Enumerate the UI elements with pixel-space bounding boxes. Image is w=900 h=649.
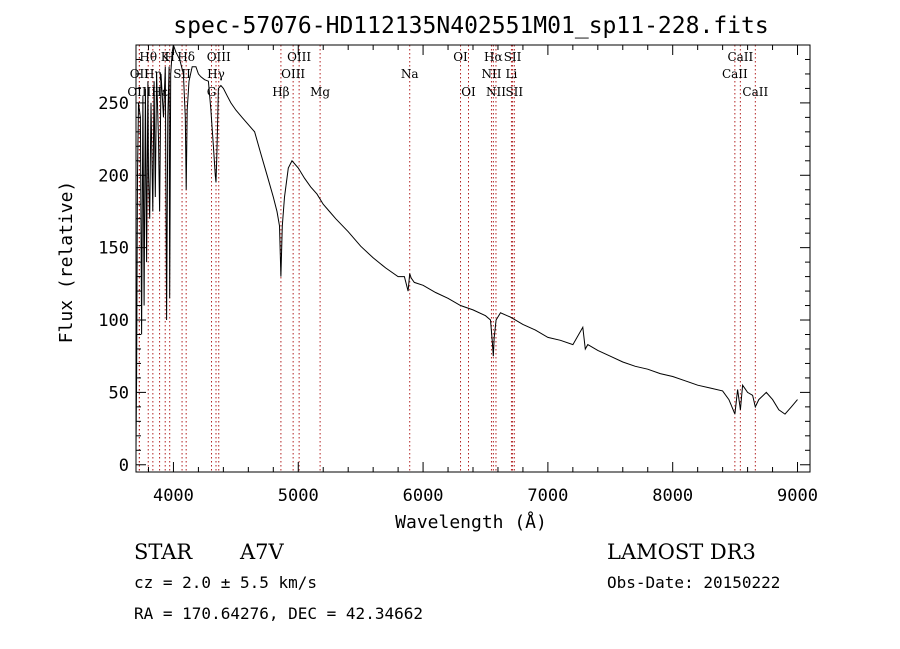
line-label: Hγ	[207, 67, 225, 81]
line-label: OIII	[281, 67, 305, 81]
line-label: OIII	[287, 50, 311, 64]
line-label: Hη	[144, 67, 162, 81]
line-label: Hθ	[139, 50, 157, 64]
line-label: SII	[504, 50, 522, 64]
line-label: NII	[486, 85, 506, 99]
y-tick-label: 200	[98, 166, 129, 186]
survey-name: LAMOST DR3	[607, 540, 756, 564]
line-label: SII	[173, 67, 191, 81]
x-tick-label: 9000	[777, 486, 818, 506]
x-tick-label: 8000	[652, 486, 693, 506]
line-label: Mg	[310, 85, 330, 99]
spectral-subclass: A7V	[239, 540, 285, 564]
x-axis-label: Wavelength (Å)	[395, 511, 547, 533]
spectrum-line	[135, 44, 798, 451]
coordinates: RA = 170.64276, DEC = 42.34662	[134, 604, 423, 623]
line-label: OI	[461, 85, 476, 99]
line-label: K	[161, 50, 171, 64]
line-label: OI	[453, 50, 468, 64]
observation-date: Obs-Date: 20150222	[607, 573, 780, 592]
line-label: Hδ	[177, 50, 195, 64]
line-label: CaII	[742, 85, 768, 99]
y-tick-label: 250	[98, 94, 129, 114]
y-tick-label: 150	[98, 239, 129, 259]
line-label: Hα	[484, 50, 503, 64]
line-label: Hε	[151, 85, 168, 99]
y-axis-label: Flux (relative)	[56, 181, 77, 344]
y-tick-label: 100	[98, 311, 129, 331]
line-label: Na	[401, 67, 419, 81]
line-label: SII	[505, 85, 523, 99]
y-tick-label: 0	[119, 456, 129, 476]
plot-frame	[135, 44, 811, 473]
x-tick-label: 7000	[527, 486, 568, 506]
x-tick-label: 6000	[403, 486, 444, 506]
chart-title: spec-57076-HD112135N402551M01_sp11-228.f…	[173, 13, 768, 39]
line-label: Li	[506, 67, 518, 81]
x-axis: 4000 5000 6000 7000 8000 9000	[147, 45, 818, 506]
object-class: STAR	[134, 540, 193, 564]
redshift-velocity: cz = 2.0 ± 5.5 km/s	[134, 573, 317, 592]
line-label: H	[164, 50, 174, 64]
line-label: NII	[481, 67, 501, 81]
spectral-line-markers	[138, 45, 756, 472]
line-label: OIII	[207, 50, 231, 64]
x-tick-label: 4000	[153, 486, 194, 506]
line-label: G	[207, 85, 217, 99]
y-tick-label: 50	[109, 383, 129, 403]
line-label: Hβ	[272, 85, 289, 99]
y-axis: 0 50 100 150 200 250	[98, 58, 810, 476]
line-label: CaII	[722, 67, 748, 81]
line-label: CaII	[727, 50, 753, 64]
x-tick-label: 5000	[278, 486, 319, 506]
